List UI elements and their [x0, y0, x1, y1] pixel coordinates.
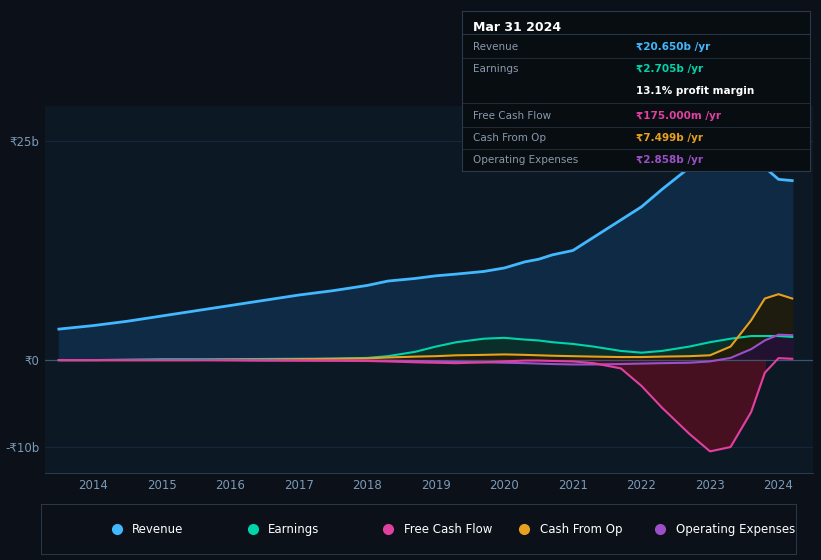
Text: Free Cash Flow: Free Cash Flow	[473, 111, 551, 121]
Text: Revenue: Revenue	[473, 42, 518, 52]
Text: ₹2.705b /yr: ₹2.705b /yr	[636, 64, 704, 74]
Text: ₹2.858b /yr: ₹2.858b /yr	[636, 156, 704, 165]
Text: Revenue: Revenue	[131, 522, 183, 536]
Text: ₹175.000m /yr: ₹175.000m /yr	[636, 111, 722, 121]
Text: Mar 31 2024: Mar 31 2024	[473, 21, 561, 34]
Text: ₹7.499b /yr: ₹7.499b /yr	[636, 133, 704, 143]
Text: Cash From Op: Cash From Op	[539, 522, 622, 536]
Text: Earnings: Earnings	[268, 522, 319, 536]
Text: Operating Expenses: Operating Expenses	[676, 522, 795, 536]
Text: 13.1% profit margin: 13.1% profit margin	[636, 86, 754, 96]
Text: Cash From Op: Cash From Op	[473, 133, 546, 143]
Text: ₹20.650b /yr: ₹20.650b /yr	[636, 42, 710, 52]
Text: Earnings: Earnings	[473, 64, 518, 74]
Text: Free Cash Flow: Free Cash Flow	[404, 522, 492, 536]
Text: Operating Expenses: Operating Expenses	[473, 156, 578, 165]
